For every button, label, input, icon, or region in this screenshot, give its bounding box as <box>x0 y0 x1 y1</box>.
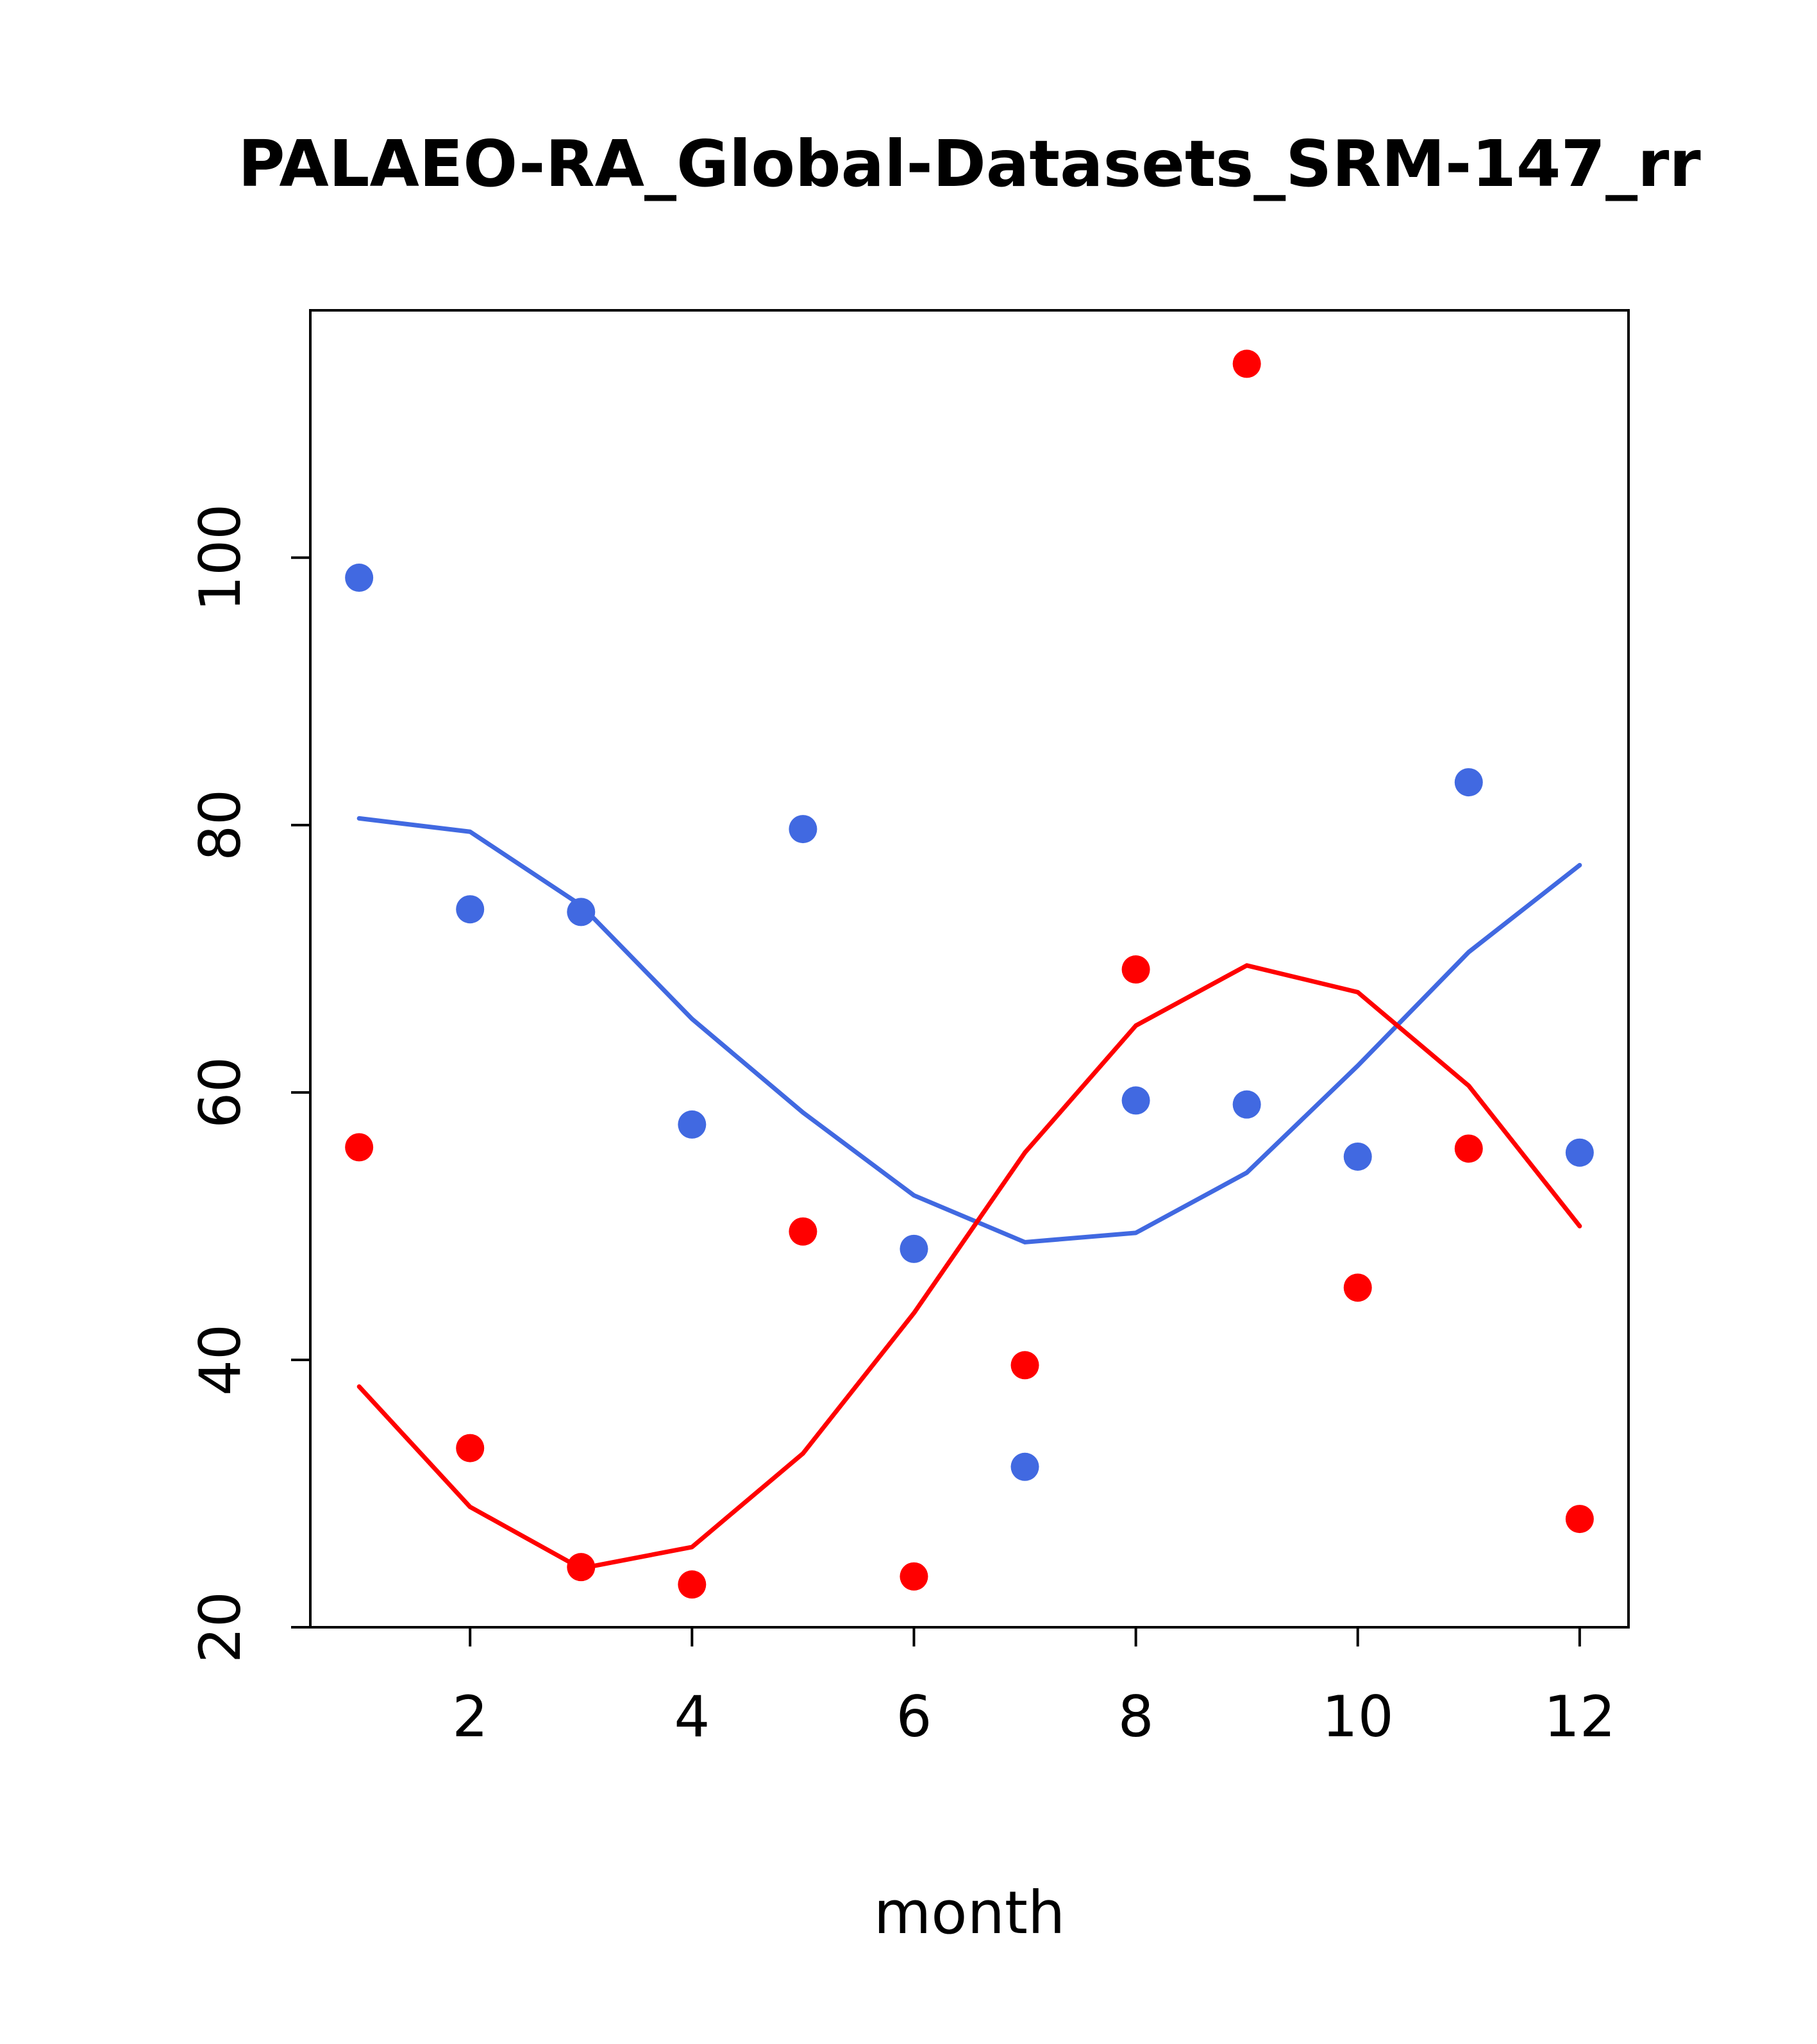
red-data-point <box>1010 1351 1039 1380</box>
x-tick-label: 4 <box>674 1684 710 1750</box>
blue-data-point <box>567 898 596 926</box>
x-tick-label: 6 <box>896 1684 932 1750</box>
red-data-point <box>1232 349 1261 378</box>
red-data-point <box>1343 1273 1372 1302</box>
plot-layers: 2 4 6 8 10 12 20 40 60 80 100 <box>187 309 1630 1750</box>
blue-data-point <box>1454 768 1483 797</box>
red-data-point <box>345 1133 374 1162</box>
red-data-point <box>789 1217 817 1246</box>
red-data-point <box>900 1562 928 1591</box>
y-tick-label: 80 <box>187 789 253 861</box>
blue-data-point <box>789 815 817 844</box>
blue-data-point <box>678 1110 707 1139</box>
blue-data-point <box>1343 1142 1372 1171</box>
y-tick-label: 100 <box>187 504 253 612</box>
plot-box <box>309 309 1630 1629</box>
x-tick-label: 2 <box>452 1684 488 1750</box>
y-tick-label: 40 <box>187 1324 253 1396</box>
x-tick-label: 8 <box>1118 1684 1154 1750</box>
red-data-point <box>1121 955 1150 984</box>
red-data-point <box>678 1570 707 1599</box>
y-tick-label: 60 <box>187 1057 253 1128</box>
y-tick-label: 20 <box>187 1591 253 1663</box>
blue-data-point <box>1121 1086 1150 1115</box>
blue-data-point <box>345 564 374 592</box>
x-axis-label: month <box>874 1879 1066 1947</box>
red-data-point <box>456 1434 485 1462</box>
x-tick-label: 10 <box>1322 1684 1394 1750</box>
blue-data-point <box>1232 1090 1261 1119</box>
blue-smooth-line <box>356 816 1582 1244</box>
blue-data-point <box>1565 1138 1594 1167</box>
red-smooth-line <box>356 963 1582 1571</box>
red-data-point <box>567 1553 596 1582</box>
chart-title: PALAEO-RA_Global-Datasets_SRM-147_rr <box>238 126 1701 201</box>
blue-data-point <box>900 1234 928 1263</box>
red-data-point <box>1565 1505 1594 1534</box>
red-data-point <box>1454 1134 1483 1163</box>
x-tick-label: 12 <box>1544 1684 1616 1750</box>
blue-data-point <box>1010 1452 1039 1481</box>
blue-data-point <box>456 895 485 924</box>
